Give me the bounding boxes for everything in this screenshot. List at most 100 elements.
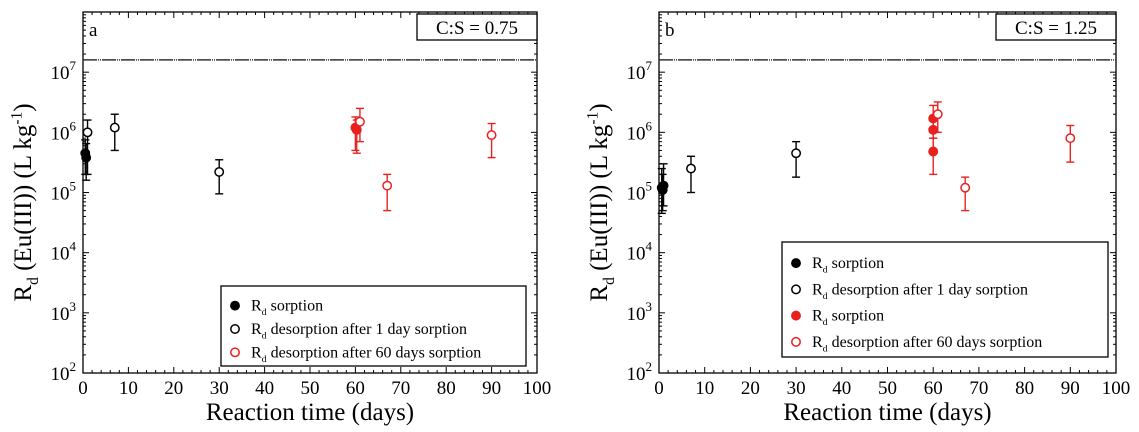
x-tick-label: 80 [1015,378,1034,399]
ratio-box [416,13,538,41]
x-tick-label: 20 [741,378,760,399]
panel-a: 0 10 20 30 40 50 60 70 80 90 100102103104105106107… [9,11,552,426]
y-tick-base: 10 [627,63,646,84]
legend-marker [230,324,240,334]
legend-marker [791,336,801,347]
y-tick-label: 106 [627,118,653,144]
panel-b: 0 10 20 30 40 50 60 70 80 90 100102103104105106107… [585,11,1131,426]
data-point [1065,133,1076,144]
x-tick-label: 40 [255,378,274,399]
legend-label-rest: desorption after 1 day sorption [828,281,1028,298]
y-axis-label-close: ) [10,103,37,111]
data-point [82,127,93,138]
y-axis-label: Rd (Eu(III)) (L kg-1) [585,103,619,301]
legend-marker [791,284,801,295]
legend-box [220,285,527,367]
y-tick-base: 10 [627,304,646,325]
y-tick-base: 10 [51,304,70,325]
legend-label: Rd desorption after 60 days sorption [251,344,481,364]
y-tick-exp: 5 [70,179,77,194]
x-tick-label: 80 [437,378,456,399]
legend-label-main: R [812,308,823,325]
x-tick-label: 70 [391,378,410,399]
data-point [686,163,696,174]
data-point [960,182,971,193]
data-point [486,130,497,141]
legend-label-main: R [251,344,262,361]
legend-marker [230,300,240,311]
y-tick-label: 107 [51,58,77,84]
y-tick-exp: 5 [646,179,653,194]
legend-label-sub: d [823,343,828,354]
legend-label-main: R [812,255,823,272]
legend-label-sub: d [823,265,828,276]
y-tick-exp: 2 [70,359,77,374]
x-tick-label: 10 [119,378,138,399]
x-tick-label: 20 [164,378,183,399]
y-tick-label: 104 [51,239,77,265]
y-tick-base: 10 [51,244,70,265]
panel-label: b [665,20,675,41]
y-tick-base: 10 [51,123,70,144]
legend-marker [791,258,801,269]
legend-label-rest: sorption [828,255,884,272]
y-tick-exp: 6 [646,118,653,133]
x-axis-label: Reaction time (days) [783,399,991,426]
legend-label-main: R [251,298,262,315]
y-axis-label-close: ) [586,103,613,111]
y-tick-base: 10 [51,364,70,385]
legend-label-main: R [812,281,823,298]
legend-label-rest: desorption after 1 day sorption [267,321,467,338]
x-tick-label: 50 [301,378,320,399]
x-tick-label: 90 [1061,378,1080,399]
legend-label-sub: d [823,291,828,302]
y-tick-label: 104 [627,239,653,265]
y-tick-exp: 7 [646,58,653,73]
y-tick-exp: 7 [70,58,77,73]
legend-label: Rd sorption [251,298,323,318]
x-tick-label: 100 [523,378,552,399]
y-axis-label-sup: -1 [9,112,26,125]
y-tick-exp: 4 [646,239,653,254]
legend-label-sub: d [262,354,267,365]
y-axis-label-rest: (Eu(III)) (L kg [10,124,37,277]
legend-box [781,241,1109,358]
x-tick-label: 100 [1102,378,1131,399]
y-tick-label: 107 [627,58,653,84]
data-point [791,148,802,159]
y-tick-exp: 3 [70,299,77,314]
y-axis-label-main: R [586,285,613,302]
y-tick-exp: 4 [70,239,77,254]
y-tick-base: 10 [51,63,70,84]
legend-label: Rd sorption [812,308,884,328]
y-axis-label-sup: -1 [585,112,602,125]
ratio-box [995,13,1117,41]
panel-label: a [89,20,98,41]
data-point [351,124,362,135]
y-tick-base: 10 [627,123,646,144]
y-axis-label-sub: d [601,277,618,285]
legend-label: Rd desorption after 1 day sorption [251,321,467,341]
x-tick-label: 40 [832,378,851,399]
x-tick-label: 30 [210,378,229,399]
y-tick-exp: 3 [646,299,653,314]
y-tick-exp: 6 [70,118,77,133]
y-tick-label: 105 [627,179,653,205]
data-point [81,152,92,163]
data-point [354,116,365,127]
legend-marker [230,347,240,358]
y-axis-label-main: R [10,285,37,302]
y-tick-base: 10 [627,244,646,265]
y-axis-label-sub: d [25,277,42,285]
y-tick-label: 102 [51,359,77,385]
legend-label: Rd sorption [812,255,884,275]
x-tick-label: 60 [924,378,943,399]
legend-label-rest: desorption after 60 days sorption [267,344,482,361]
y-tick-base: 10 [627,184,646,205]
y-tick-label: 103 [51,299,77,325]
x-tick-label: 0 [78,378,88,399]
x-tick-label: 60 [346,378,365,399]
x-tick-label: 0 [654,378,664,399]
legend-label-main: R [251,321,262,338]
